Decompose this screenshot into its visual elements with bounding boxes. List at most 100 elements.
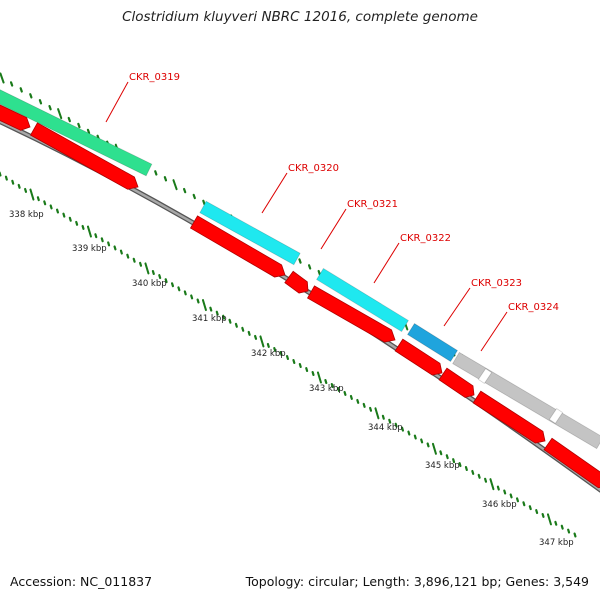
scale-label: 346 kbp — [482, 500, 517, 510]
scale-tick — [541, 512, 545, 518]
scale-label: 339 kbp — [72, 244, 107, 254]
scale-label: 340 kbp — [132, 279, 167, 289]
gene-bar-ckr_0323 — [406, 322, 459, 363]
outer-tick — [67, 116, 71, 123]
scale-tick — [337, 386, 341, 392]
outer-tick — [298, 258, 302, 264]
gene-label-ckr_0320[interactable]: CKR_0320 — [288, 163, 339, 174]
scale-tick — [119, 249, 123, 255]
scale-tick — [177, 286, 181, 292]
scale-tick — [36, 196, 40, 202]
scale-tick — [170, 282, 175, 288]
scale-tick — [477, 473, 481, 479]
scale-tick — [509, 493, 513, 499]
scale-tick — [17, 183, 21, 189]
scale-tick — [439, 450, 443, 456]
scale-tick — [298, 363, 302, 369]
gene-label-ckr_0321[interactable]: CKR_0321 — [347, 199, 398, 210]
gene-bar-gap — [477, 368, 493, 384]
scale-tick — [311, 371, 315, 377]
scale-tick — [426, 442, 430, 448]
scale-tick — [228, 318, 232, 324]
scale-tick — [388, 418, 392, 424]
scale-tick — [100, 237, 104, 243]
scale-tick — [11, 179, 15, 185]
gene-bar-ckr_0320 — [199, 200, 301, 266]
genome-summary: Topology: circular; Length: 3,896,121 bp… — [245, 574, 589, 589]
scale-tick — [464, 465, 468, 471]
scale-tick — [273, 346, 277, 352]
scale-tick — [266, 342, 270, 348]
scale-tick — [489, 478, 495, 491]
outer-tick — [86, 128, 91, 135]
gene-labels: CKR_0319 CKR_0320 CKR_0321 CKR_0322 CKR_0323… — [105, 72, 559, 352]
scale-label: 344 kbp — [368, 423, 403, 433]
outer-tick — [317, 269, 321, 276]
scale-tick — [394, 422, 398, 428]
scale-tick — [374, 407, 380, 420]
scale-tick — [62, 212, 66, 218]
scale-tick — [369, 406, 373, 412]
scale-tick — [522, 501, 526, 507]
scale-tick — [413, 434, 417, 440]
scale-tick — [292, 359, 296, 365]
scale-tick — [68, 216, 72, 222]
cds-features — [0, 104, 600, 489]
scale-tick — [158, 274, 162, 280]
scale-tick — [362, 402, 366, 408]
scale-tick — [535, 509, 539, 515]
outer-tick — [19, 87, 23, 93]
outer-tick — [192, 193, 196, 200]
scale-tick — [503, 489, 507, 495]
scale-tick — [285, 355, 290, 360]
cds-arrow — [438, 367, 475, 398]
cds-arrow — [394, 338, 443, 376]
scale-tick — [316, 371, 322, 384]
outer-tick — [57, 108, 63, 120]
scale-tick — [484, 477, 488, 483]
scale-tick — [49, 204, 53, 210]
scale-tick — [215, 310, 219, 316]
scale-tick — [381, 414, 385, 420]
scale-tick — [75, 220, 79, 226]
scale-tick — [259, 335, 265, 348]
outer-tick — [0, 72, 5, 84]
scale-tick — [164, 278, 168, 284]
scale-label: 338 kbp — [9, 210, 44, 220]
cds-arrow — [189, 215, 286, 278]
outer-tick — [9, 81, 14, 87]
outer-tick — [172, 179, 178, 191]
gene-bar-ckr_0321 — [316, 267, 409, 333]
scale-tick — [126, 253, 130, 259]
scale-tick — [81, 224, 85, 230]
scale-tick — [107, 241, 111, 247]
cds-arrow — [30, 122, 139, 190]
scale-tick — [241, 326, 245, 332]
gene-label-ckr_0323[interactable]: CKR_0323 — [471, 278, 522, 289]
map-title: Clostridium kluyveri NBRC 12016, complet… — [122, 9, 478, 25]
scale-tick — [247, 330, 251, 336]
scale-tick — [24, 187, 28, 193]
scale-tick — [445, 454, 449, 460]
scale-tick — [234, 322, 238, 328]
scale-tick — [43, 200, 47, 206]
scale-tick — [356, 398, 360, 404]
scale-tick — [4, 175, 8, 181]
scale-tick — [349, 394, 353, 400]
scale-tick — [201, 299, 207, 312]
gene-label-ckr_0324[interactable]: CKR_0324 — [508, 302, 559, 313]
cds-arrow — [0, 104, 31, 131]
gene-bar-ckr_0324 — [452, 351, 600, 450]
scale-tick — [209, 306, 213, 312]
scale-tick-track — [0, 171, 577, 538]
scale-tick — [573, 532, 577, 538]
scale-tick — [196, 298, 200, 304]
gene-leader-line — [105, 81, 129, 123]
scale-tick — [567, 528, 571, 534]
gene-label-ckr_0319[interactable]: CKR_0319 — [129, 72, 180, 83]
scale-tick — [528, 505, 532, 511]
outer-tick — [154, 170, 158, 176]
scale-tick — [515, 497, 520, 503]
scale-tick — [330, 382, 334, 388]
gene-label-ckr_0322[interactable]: CKR_0322 — [400, 233, 451, 244]
